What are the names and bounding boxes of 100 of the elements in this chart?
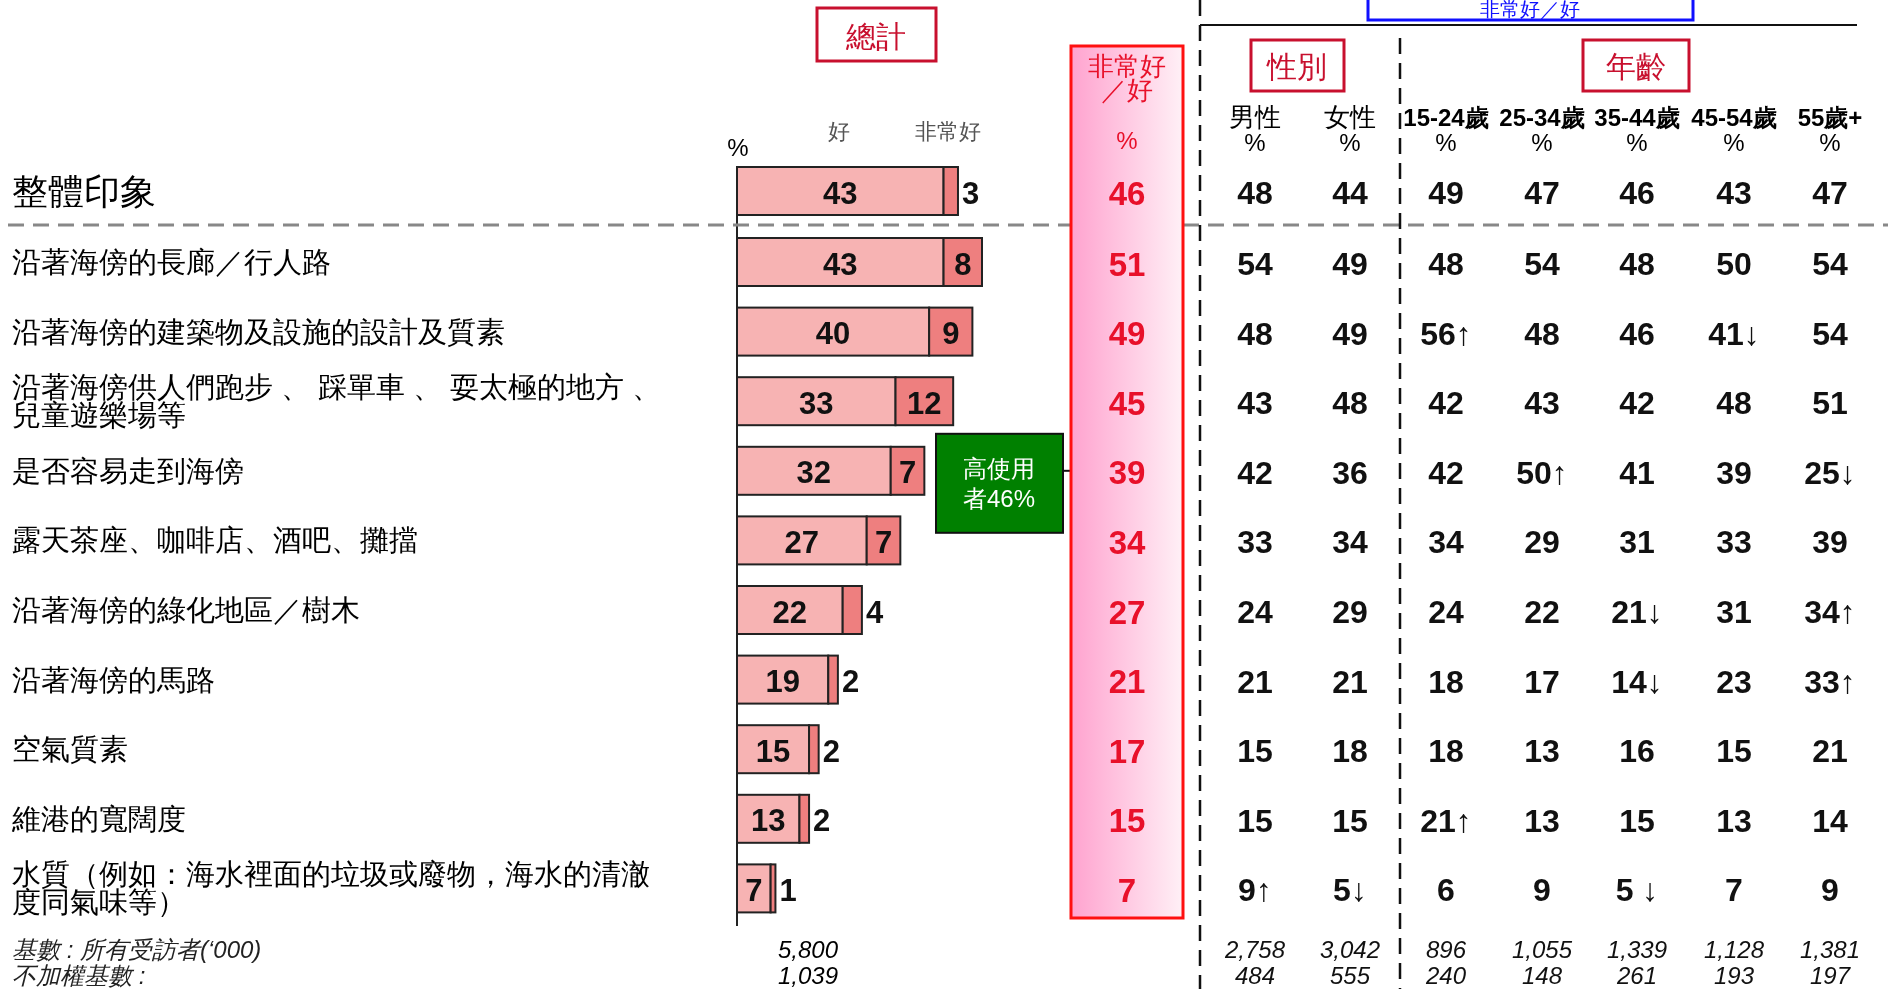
- text: 34: [1332, 524, 1368, 561]
- text: %: [1819, 128, 1841, 156]
- text: 35-44歲: [1594, 103, 1680, 131]
- text: 15: [1332, 802, 1368, 839]
- text: 39: [1812, 524, 1848, 561]
- data-label: 22: [772, 594, 808, 630]
- text: 21↑: [1420, 802, 1472, 839]
- text: %: [1435, 128, 1457, 156]
- text: 46: [1619, 315, 1655, 352]
- text: 39: [1716, 454, 1752, 491]
- text: 54: [1524, 246, 1560, 282]
- text: 36: [1332, 454, 1368, 491]
- data-label: 19: [765, 664, 800, 700]
- text: 55歲+: [1797, 103, 1863, 131]
- text: 261: [1615, 961, 1658, 989]
- text: 1,339: [1606, 935, 1668, 963]
- data-label: 43: [823, 246, 858, 282]
- text: 23: [1716, 663, 1752, 700]
- text: 148: [1521, 961, 1563, 989]
- data-label: 2: [813, 803, 831, 839]
- text: 193: [1713, 961, 1755, 989]
- text: 46: [1619, 175, 1655, 211]
- data-label: 15: [755, 733, 791, 769]
- text: 43: [1237, 385, 1273, 422]
- data-label: 8: [954, 246, 972, 282]
- text: 15: [1619, 802, 1655, 839]
- text: 基數 : 所有受訪者(‘000): [12, 935, 262, 963]
- text: 14: [1812, 802, 1848, 839]
- text: 47: [1812, 175, 1848, 211]
- text: 25-34歲: [1499, 103, 1585, 131]
- text: 47: [1524, 175, 1560, 211]
- text: 44: [1332, 175, 1368, 211]
- text: 45-54歲: [1691, 103, 1777, 131]
- chart-title: 總計: [845, 19, 906, 53]
- text: 54: [1812, 246, 1848, 282]
- text: 15: [1237, 802, 1273, 839]
- text: 22: [1524, 594, 1560, 630]
- text: %: [1723, 128, 1745, 156]
- text: %: [1531, 128, 1553, 156]
- text: 48: [1237, 315, 1273, 352]
- text: 21↓: [1611, 594, 1663, 630]
- text: 555: [1329, 961, 1371, 989]
- text: 5 ↓: [1615, 872, 1659, 909]
- text: 31: [1716, 594, 1752, 630]
- text: 1,055: [1511, 935, 1573, 963]
- text: 21: [1332, 663, 1368, 700]
- text: 48: [1524, 315, 1560, 352]
- text: 17: [1524, 663, 1560, 700]
- text: 13: [1716, 802, 1752, 839]
- text: 41↓: [1708, 315, 1760, 352]
- data-label: 9: [942, 316, 960, 352]
- text: 7: [1725, 872, 1743, 909]
- text: 不加權基數 :: [12, 961, 146, 989]
- text: 27: [1108, 593, 1146, 631]
- text: 21: [1108, 663, 1146, 701]
- text: 1,128: [1703, 935, 1765, 963]
- text: 3,042: [1319, 935, 1381, 963]
- text: 女性: [1324, 102, 1376, 132]
- text: 484: [1234, 961, 1276, 989]
- text: 33: [1716, 524, 1752, 561]
- y-tick-label: 整體印象: [12, 170, 156, 212]
- text: 42: [1428, 454, 1464, 491]
- text: 31: [1619, 524, 1655, 561]
- text: 43: [1716, 175, 1752, 211]
- text: 43: [1524, 385, 1560, 422]
- text: 21: [1237, 663, 1273, 700]
- text: 34↑: [1804, 594, 1856, 630]
- series-label: 非常好: [915, 118, 981, 144]
- text: 9↑: [1238, 872, 1272, 909]
- text: 29: [1524, 524, 1560, 561]
- text: 197: [1809, 961, 1852, 989]
- text: 48: [1332, 385, 1368, 422]
- text: 29: [1332, 594, 1368, 630]
- y-tick-label: 沿著海傍的長廊／行人路: [12, 246, 331, 278]
- data-label: 40: [815, 316, 851, 352]
- text: 42: [1428, 385, 1464, 422]
- y-tick-label: 沿著海傍供人們跑步 、 踩單車 、 耍太極的地方 、兒童遊樂場等: [12, 371, 662, 432]
- data-label: 7: [745, 872, 763, 908]
- text: 18: [1428, 663, 1464, 700]
- text: 年齡: [1606, 49, 1666, 83]
- text: 48: [1619, 246, 1655, 282]
- text: 2,758: [1223, 935, 1286, 963]
- text: 34: [1428, 524, 1464, 561]
- text: 39: [1108, 454, 1146, 492]
- text: 45: [1108, 384, 1146, 422]
- text: 49: [1108, 315, 1146, 353]
- text: 48: [1716, 385, 1752, 422]
- text: 33↑: [1804, 663, 1856, 700]
- y-tick-label: 沿著海傍的建築物及設施的設計及質素: [12, 315, 505, 348]
- text: 42: [1619, 385, 1655, 422]
- text: 9: [1821, 872, 1839, 909]
- text: 18: [1332, 733, 1368, 770]
- text: 54: [1237, 246, 1273, 282]
- text: 49: [1428, 175, 1464, 211]
- data-label: 33: [799, 385, 834, 421]
- y-tick-label: 沿著海傍的綠化地區／樹木: [12, 594, 360, 626]
- text: %: [1626, 128, 1648, 156]
- data-label: 2: [822, 733, 840, 769]
- data-label: 7: [898, 455, 917, 491]
- data-label: 43: [823, 175, 858, 211]
